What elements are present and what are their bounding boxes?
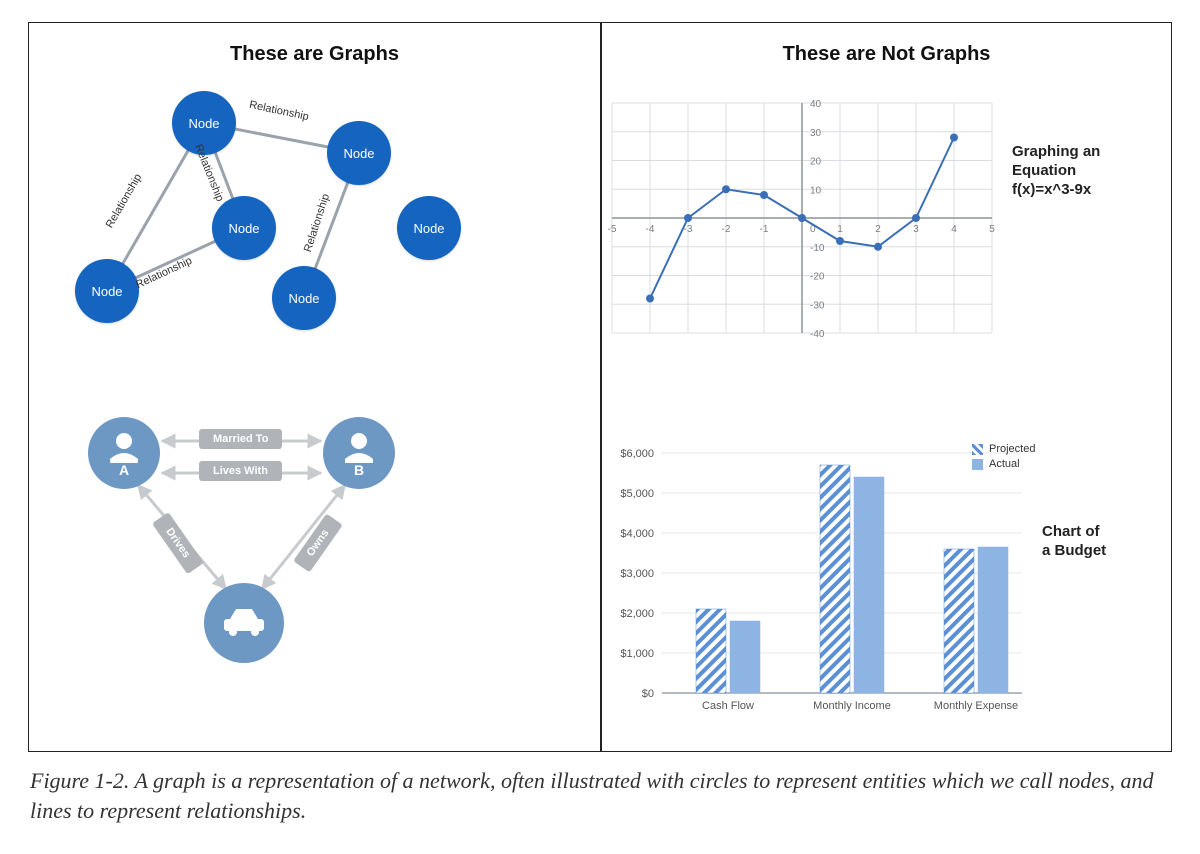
svg-text:$2,000: $2,000: [620, 608, 654, 620]
svg-text:$6,000: $6,000: [620, 448, 654, 460]
legend-swatch: [972, 444, 983, 455]
right-column: These are Not Graphs -5-4-3-2-1012345-40…: [602, 23, 1171, 751]
legend-label: Actual: [989, 458, 1020, 470]
bar-chart-label: Chart ofa Budget: [1042, 523, 1106, 561]
svg-text:A: A: [119, 462, 129, 478]
legend-item: Projected: [972, 443, 1035, 455]
relationship-diagram: AB: [29, 23, 589, 753]
svg-text:$1,000: $1,000: [620, 648, 654, 660]
left-column: These are Graphs NodeNodeNodeNodeNodeNod…: [29, 23, 600, 751]
figure-caption: Figure 1-2. A graph is a representation …: [28, 766, 1172, 825]
relationship-label: Married To: [199, 429, 282, 449]
legend-label: Projected: [989, 443, 1035, 455]
svg-text:Monthly Expense: Monthly Expense: [934, 700, 1018, 712]
legend-item: Actual: [972, 458, 1035, 470]
figure-box: These are Graphs NodeNodeNodeNodeNodeNod…: [28, 22, 1172, 752]
svg-text:Cash Flow: Cash Flow: [702, 700, 754, 712]
svg-text:$4,000: $4,000: [620, 528, 654, 540]
relationship-label: Lives With: [199, 461, 282, 481]
budget-bar-chart: $0 $1,000 $2,000 $3,000 $4,000 $5,000 $6,000 Ca…: [602, 23, 1171, 753]
svg-text:B: B: [354, 462, 364, 478]
bar-chart-legend: Projected Actual: [972, 443, 1035, 473]
svg-text:$5,000: $5,000: [620, 488, 654, 500]
page: These are Graphs NodeNodeNodeNodeNodeNod…: [0, 0, 1200, 854]
svg-text:$0: $0: [642, 688, 654, 700]
svg-text:$3,000: $3,000: [620, 568, 654, 580]
legend-swatch: [972, 459, 983, 470]
svg-text:Monthly Income: Monthly Income: [813, 700, 891, 712]
